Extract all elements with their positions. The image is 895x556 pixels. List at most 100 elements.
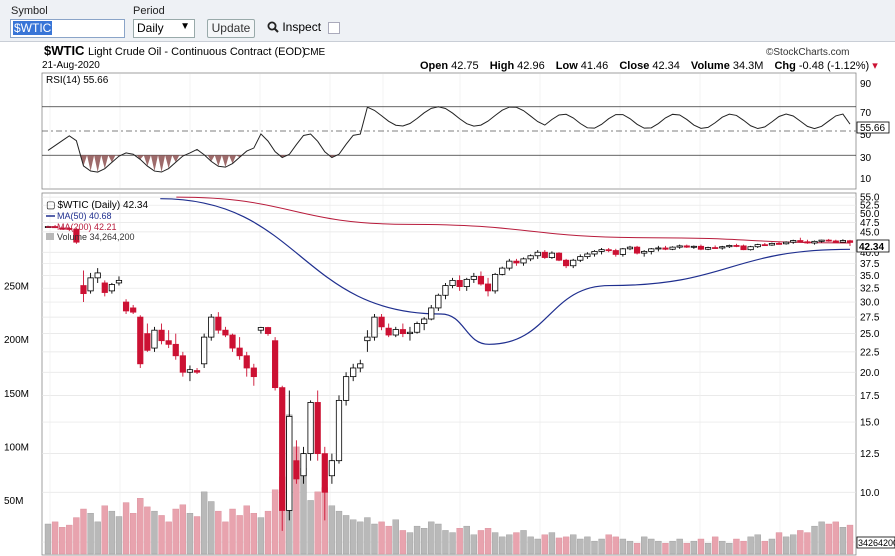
- candle: [619, 247, 626, 257]
- period-select[interactable]: Daily ▼: [133, 19, 195, 38]
- volume-bar: [626, 540, 634, 555]
- volume-bar: [165, 521, 172, 555]
- volume-bar: [122, 502, 130, 555]
- inspect-checkbox[interactable]: [328, 22, 340, 34]
- volume-bar: [314, 491, 321, 555]
- chevron-down-icon: ▼: [180, 21, 190, 32]
- volume-tick-label: 150M: [4, 389, 29, 400]
- volume-bar: [818, 521, 825, 555]
- candle: [839, 239, 846, 243]
- rsi-grid: [42, 74, 856, 188]
- price-axis: 55.052.550.047.545.0 40.037.535.0 32.5 30.0…: [860, 193, 880, 549]
- price-tick-label: 47.5: [860, 218, 880, 229]
- period-select-value: Daily: [137, 21, 164, 35]
- price-tick-label: 50.0: [860, 209, 880, 220]
- candle: [321, 446, 328, 521]
- rsi-legend: RSI(14) 55.66: [46, 75, 109, 86]
- volume-bar: [215, 510, 222, 555]
- candle: [612, 248, 619, 257]
- candle: [179, 351, 186, 377]
- candle: [115, 276, 123, 286]
- candle: [59, 226, 66, 230]
- candle: [428, 304, 435, 321]
- volume-bar: [484, 528, 492, 555]
- candle: [527, 254, 534, 262]
- chart-exchange: CME: [303, 47, 326, 58]
- legend-ma200: MA(200) 42.21: [57, 222, 117, 232]
- update-button[interactable]: Update: [207, 19, 255, 38]
- candle: [421, 317, 428, 331]
- candles: [44, 225, 854, 531]
- chart-date: 21-Aug-2020: [42, 60, 100, 71]
- rsi-line: [47, 106, 851, 173]
- legend-volume: Volume 34,264,200: [57, 232, 135, 242]
- candle: [499, 266, 506, 276]
- volume-bar: [364, 517, 371, 555]
- price-current-value: 42.34: [859, 242, 884, 253]
- candle: [719, 245, 726, 250]
- candle: [406, 326, 414, 341]
- price-tick-label: 30.0: [860, 298, 880, 309]
- volume-tick-label: 250M: [4, 282, 29, 293]
- volume-bar: [137, 498, 144, 555]
- candle: [342, 372, 350, 406]
- volume-bar: [129, 513, 137, 555]
- volume-bar: [683, 543, 690, 555]
- volume-bar: [612, 536, 619, 555]
- volume-bar: [711, 536, 719, 555]
- volume-bar: [797, 530, 804, 555]
- volume-bar: [832, 521, 839, 555]
- volume-bar: [527, 536, 534, 555]
- volume-bar: [470, 534, 478, 555]
- symbol-input[interactable]: $WTIC: [10, 19, 125, 38]
- candle: [626, 245, 634, 251]
- candle: [165, 330, 172, 349]
- volume-bar: [435, 523, 442, 555]
- candle: [172, 333, 179, 360]
- candle: [364, 330, 371, 352]
- inspect-control[interactable]: Inspect: [267, 20, 321, 34]
- volume-bar: [782, 536, 790, 555]
- candle: [137, 315, 144, 368]
- volume-bar: [115, 516, 123, 555]
- candle: [151, 326, 158, 352]
- candle: [712, 245, 719, 249]
- volume-bar: [562, 536, 570, 555]
- candle: [243, 351, 250, 377]
- candle: [584, 252, 591, 259]
- price-tick-label: 40.0: [860, 248, 880, 259]
- rsi-tick-10: 10: [860, 174, 872, 185]
- candle: [790, 239, 797, 244]
- price-tick-label: 12.5: [860, 449, 880, 460]
- volume-bar: [733, 538, 740, 555]
- volume-bar: [250, 513, 258, 555]
- volume-bar: [257, 517, 265, 555]
- volume-bar: [66, 524, 73, 555]
- volume-bar: [506, 534, 513, 555]
- volume-bar: [59, 527, 66, 555]
- volume-bar: [839, 527, 847, 555]
- candle: [300, 446, 307, 484]
- volume-bar: [413, 525, 421, 555]
- candle: [87, 272, 94, 294]
- rsi-oversold-fill: [79, 155, 336, 173]
- candle: [73, 228, 80, 244]
- volume-bar: [669, 540, 676, 555]
- price-tick-label: 37.5: [860, 259, 880, 270]
- candle: [676, 244, 683, 249]
- volume-bar: [605, 534, 612, 555]
- ma50-line: [160, 198, 851, 345]
- volume-bar: [378, 521, 385, 555]
- volume-bar: [193, 516, 201, 555]
- volume-tick-label: 100M: [4, 442, 29, 453]
- volume-bar: [499, 536, 506, 555]
- volume-bar: [186, 513, 194, 555]
- candle: [697, 244, 705, 251]
- candle: [385, 323, 392, 338]
- volume-bar: [747, 536, 754, 555]
- volume-bar: [704, 543, 712, 555]
- candle: [534, 250, 541, 259]
- volume-bar: [179, 504, 187, 555]
- candle: [484, 277, 492, 297]
- stock-chart[interactable]: $WTIC Light Crude Oil - Continuous Contr…: [0, 43, 895, 556]
